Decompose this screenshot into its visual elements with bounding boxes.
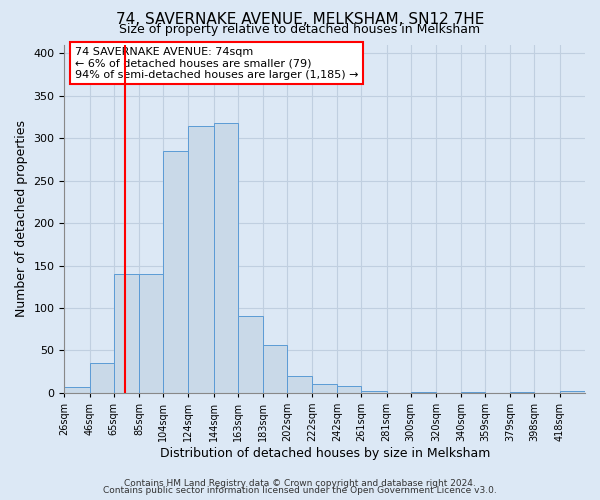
Bar [337, 386, 361, 393]
Bar [287, 376, 312, 393]
Text: Contains public sector information licensed under the Open Government Licence v3: Contains public sector information licen… [103, 486, 497, 495]
Bar [163, 151, 188, 393]
Bar [560, 391, 585, 393]
Text: Size of property relative to detached houses in Melksham: Size of property relative to detached ho… [119, 22, 481, 36]
Bar [139, 274, 163, 393]
Bar [89, 363, 113, 393]
X-axis label: Distribution of detached houses by size in Melksham: Distribution of detached houses by size … [160, 447, 490, 460]
Y-axis label: Number of detached properties: Number of detached properties [15, 120, 28, 318]
Bar [113, 274, 139, 393]
Bar [64, 387, 89, 393]
Bar [312, 384, 337, 393]
Bar [214, 123, 238, 393]
Bar [511, 392, 535, 393]
Bar [188, 126, 214, 393]
Bar [238, 316, 263, 393]
Text: 74, SAVERNAKE AVENUE, MELKSHAM, SN12 7HE: 74, SAVERNAKE AVENUE, MELKSHAM, SN12 7HE [116, 12, 484, 28]
Bar [410, 392, 436, 393]
Bar [461, 392, 485, 393]
Text: 74 SAVERNAKE AVENUE: 74sqm
← 6% of detached houses are smaller (79)
94% of semi-: 74 SAVERNAKE AVENUE: 74sqm ← 6% of detac… [75, 46, 358, 80]
Bar [263, 344, 287, 393]
Text: Contains HM Land Registry data © Crown copyright and database right 2024.: Contains HM Land Registry data © Crown c… [124, 478, 476, 488]
Bar [361, 391, 386, 393]
